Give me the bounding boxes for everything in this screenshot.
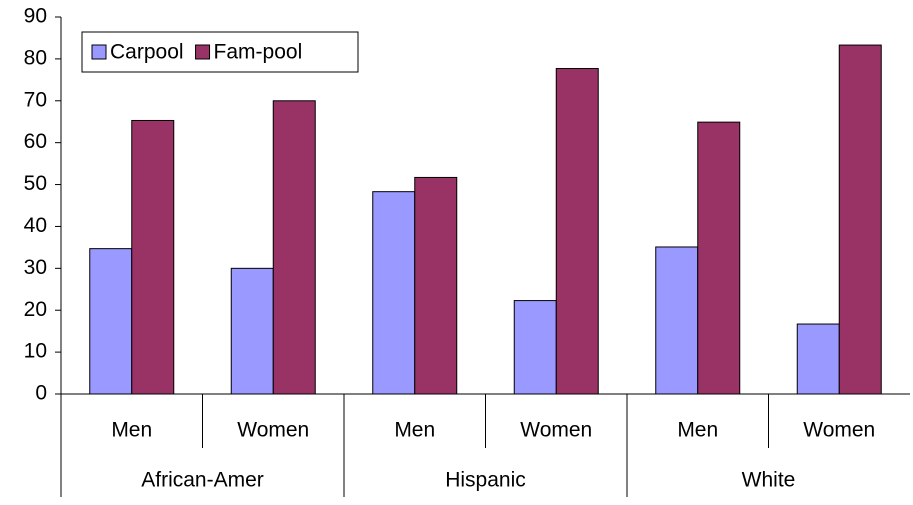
- legend-swatch: [195, 44, 211, 60]
- x-tick-label: Men: [677, 419, 718, 442]
- bar: [838, 44, 882, 395]
- y-tick-label: 60: [24, 130, 47, 153]
- y-tick-label: 10: [24, 340, 47, 363]
- group-label: Hispanic: [445, 469, 526, 492]
- y-tick-label: 30: [24, 256, 47, 279]
- bar: [230, 267, 274, 395]
- y-tick-label: 90: [24, 5, 47, 28]
- bar: [513, 300, 557, 395]
- y-tick-label: 40: [24, 214, 47, 237]
- x-tick-label: Men: [394, 419, 435, 442]
- bar: [372, 191, 416, 395]
- x-tick-label: Women: [803, 419, 875, 442]
- x-tick-label: Men: [111, 419, 152, 442]
- group-label: African-Amer: [141, 469, 264, 492]
- y-tick-label: 0: [35, 382, 47, 405]
- bar: [655, 246, 699, 395]
- y-tick-label: 70: [24, 88, 47, 111]
- legend-swatch: [91, 44, 107, 60]
- bar: [796, 323, 840, 395]
- bar: [555, 68, 599, 395]
- bar: [89, 248, 133, 395]
- bar: [414, 176, 458, 395]
- y-tick-label: 80: [24, 46, 47, 69]
- bar: [272, 100, 316, 395]
- x-tick-label: Women: [520, 419, 592, 442]
- y-tick-label: 50: [24, 172, 47, 195]
- x-tick-label: Women: [237, 419, 309, 442]
- bar: [131, 119, 175, 395]
- bar: [697, 121, 741, 395]
- legend-label: Fam-pool: [214, 41, 303, 64]
- legend-label: Carpool: [110, 41, 184, 64]
- group-label: White: [742, 469, 796, 492]
- legend: [81, 31, 359, 73]
- y-tick-label: 20: [24, 298, 47, 321]
